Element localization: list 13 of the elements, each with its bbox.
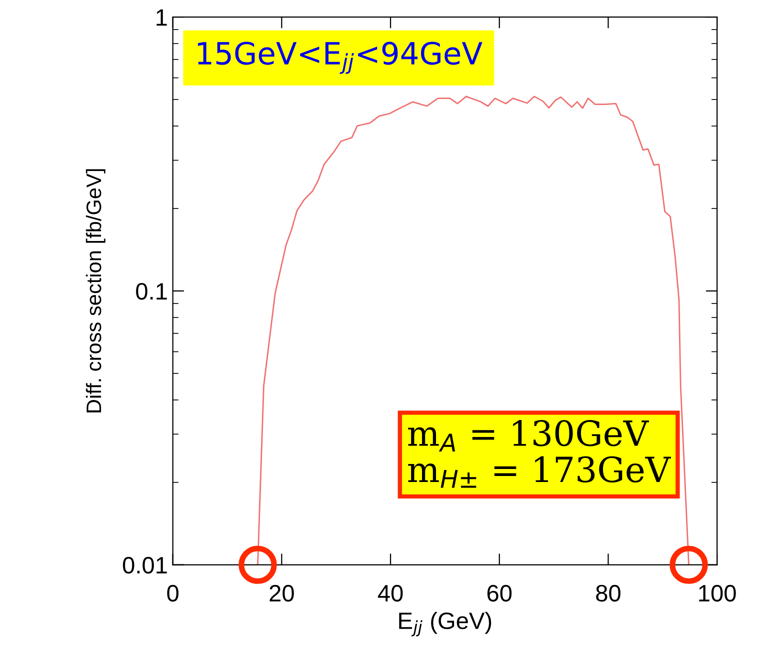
y-tick-label: 0.01 [122,556,167,574]
x-tick-label: 80 [596,584,620,602]
y-tick-label: 0.1 [136,283,167,300]
y-axis-title: Diff. cross section [fb/GeV] [86,169,106,412]
x-tick-label: 100 [699,584,736,602]
y-tick-label: 1 [156,9,167,26]
x-axis-title: E$_{jj}$ (GeV) [399,612,492,636]
x-tick-label: 20 [270,584,294,602]
annotation: m$_{A}$ = 130GeV m$_{H±}$ = 173GeV [408,420,672,488]
x-tick-label: 0 [167,584,178,602]
annotation: 15GeV<E$_{jj}$<94GeV [198,42,482,74]
x-tick-label: 60 [487,584,512,602]
x-tick-label: 40 [378,584,403,602]
